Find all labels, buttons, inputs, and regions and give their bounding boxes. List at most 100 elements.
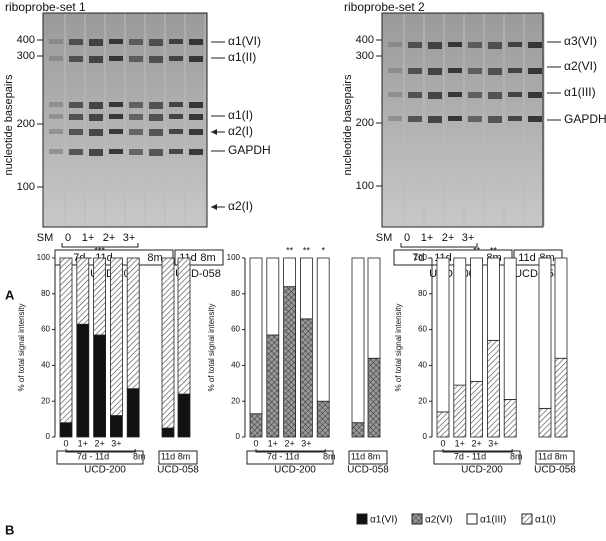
x-tick-label: 11d (161, 451, 175, 461)
gel-band (89, 129, 103, 136)
bar-segment (76, 323, 90, 438)
x-tick-label: 1+ (455, 438, 465, 448)
gel-band (488, 68, 502, 75)
panel-label: A (5, 287, 15, 302)
lane-label: SM (376, 232, 393, 244)
gel-y-label: nucleotide basepairs (342, 74, 354, 175)
bar-segment (93, 257, 106, 336)
panel-label: B (5, 522, 14, 537)
bar-segment (110, 257, 123, 416)
gel-band (408, 92, 422, 98)
y-tick-label: 20 (231, 396, 240, 405)
x-tick-label: 3+ (301, 438, 311, 448)
gel-band (49, 114, 63, 119)
legend-label: α1(I) (535, 515, 556, 526)
group-label: 11d (518, 252, 536, 264)
legend-swatch (411, 513, 423, 525)
gel-band (169, 39, 183, 44)
bar-segment (503, 399, 517, 438)
gel-band (69, 102, 83, 108)
gel-tick-label: 400 (17, 34, 35, 46)
gel-band (408, 68, 422, 74)
bar-segment (316, 400, 330, 438)
lane-label: 2+ (103, 232, 116, 244)
gel-band (129, 56, 143, 62)
group-box (246, 450, 334, 465)
gel-tick-label: 400 (356, 34, 374, 46)
significance: ** (473, 245, 481, 255)
gel-tick-label: 100 (17, 181, 35, 193)
gel-band (109, 129, 123, 134)
gel-band (428, 68, 442, 75)
band-label: α2(I) (228, 199, 253, 213)
gel-band (528, 42, 542, 48)
gel-band (189, 114, 203, 120)
gel-band (468, 116, 482, 122)
band-label: GAPDH (564, 112, 606, 126)
y-tick-label: 0 (236, 432, 241, 441)
x-tick-label: 1+ (78, 438, 88, 448)
group-label: UCD-058 (514, 268, 560, 280)
x-tick-label: 8m (510, 451, 523, 461)
bar-segment (249, 257, 263, 415)
group-label: UCD-058 (534, 465, 576, 476)
gel-band (129, 39, 143, 45)
bar-segment (283, 257, 297, 288)
gel-band (388, 68, 402, 73)
bar-segment (299, 318, 313, 438)
gel-title: riboprobe-set 2 (344, 0, 425, 14)
lane-label: SM (37, 232, 54, 244)
significance: ** (286, 245, 294, 255)
gel-band (149, 39, 163, 46)
y-tick-label: 0 (423, 432, 428, 441)
group-label: UCD-200 (274, 465, 316, 476)
y-tick-label: 80 (41, 289, 50, 298)
gel-band (149, 102, 163, 109)
gel-band (448, 92, 462, 97)
x-tick-label: 0 (440, 438, 445, 448)
group-box (174, 249, 224, 266)
gel-band (388, 116, 402, 121)
gel-band (189, 129, 203, 135)
group-box (433, 450, 521, 465)
gel-band (109, 56, 123, 61)
group-label: UCD-058 (347, 465, 389, 476)
y-tick-label: 100 (227, 253, 241, 262)
bar-segment (486, 257, 500, 341)
gel-band (408, 42, 422, 48)
bar-segment (367, 357, 381, 438)
bar-segment (161, 257, 175, 429)
gel-y-label: nucleotide basepairs (3, 74, 15, 175)
y-tick-label: 0 (46, 432, 51, 441)
gel-band (69, 129, 83, 135)
band-label: α3(VI) (564, 34, 597, 48)
y-tick-label: 80 (231, 289, 240, 298)
x-tick-label: 8m (133, 451, 146, 461)
group-box (535, 450, 575, 465)
y-tick-label: 60 (418, 325, 427, 334)
gel-tick-label: 200 (17, 118, 35, 130)
gel-band (488, 92, 502, 99)
group-label: UCD-200 (461, 465, 503, 476)
legend-label: α2(VI) (425, 515, 452, 526)
bar-segment (76, 257, 90, 325)
bracket (400, 243, 478, 248)
bar-segment (351, 257, 365, 424)
lane-label: 2+ (442, 232, 455, 244)
y-tick-label: 40 (41, 361, 50, 370)
x-tick-label: 8m (323, 451, 336, 461)
group-label: 8m (200, 252, 215, 264)
gel-band (49, 39, 63, 44)
y-axis-label: % of total signal intensity (207, 303, 216, 391)
gel-band (89, 114, 103, 121)
band-label: α1(I) (228, 108, 253, 122)
significance: * (321, 245, 325, 255)
gel-band (448, 116, 462, 121)
gel-band (169, 102, 183, 107)
group-label: 8m (147, 252, 162, 264)
group-box (348, 450, 388, 465)
gel-band (508, 68, 522, 73)
x-tick-label: 8m (555, 451, 568, 461)
gel-band (508, 42, 522, 47)
bar-segment (126, 257, 140, 390)
